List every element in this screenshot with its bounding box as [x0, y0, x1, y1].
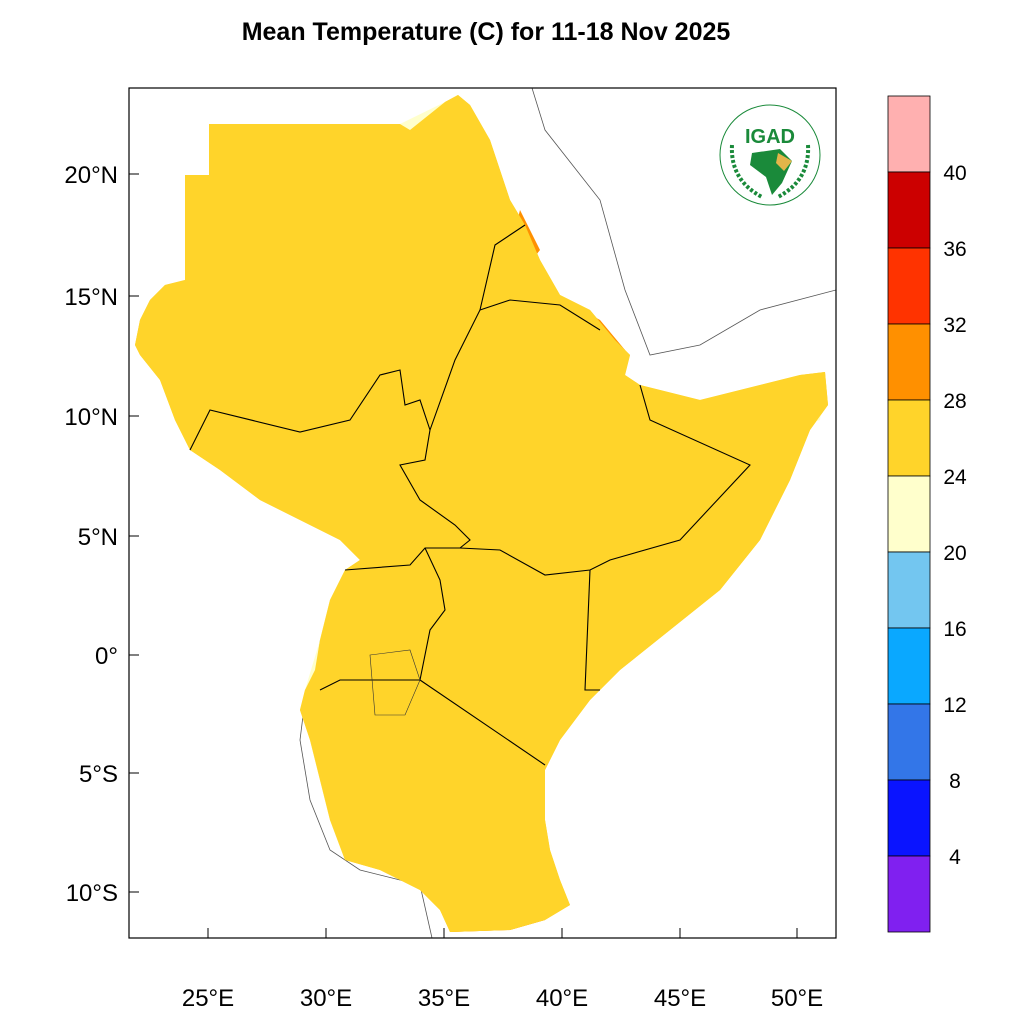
map-area	[134, 88, 836, 938]
country-borders	[134, 94, 829, 933]
colorbar-label: 16	[943, 618, 966, 641]
colorbar-label: 40	[943, 162, 966, 185]
colorbar-label: 28	[943, 390, 966, 413]
map-title: Mean Temperature (C) for 11-18 Nov 2025	[241, 18, 731, 46]
igad-logo: IGAD	[717, 102, 823, 208]
colorbar-label: 36	[943, 238, 966, 261]
map-frame	[128, 87, 837, 939]
lat-label: 5°N	[78, 524, 118, 551]
colorbar-swatch	[887, 779, 931, 857]
lat-label: 10°S	[66, 880, 118, 907]
colorbar-swatch	[887, 703, 931, 781]
lon-label: 35°E	[418, 985, 470, 1012]
colorbar-label: 32	[943, 314, 966, 337]
lat-label: 0°	[95, 643, 118, 670]
colorbar-labels: 40 36 32 28 24 20 16 12 8 4	[943, 162, 967, 869]
colorbar-swatch	[887, 855, 931, 933]
colorbar-label: 24	[943, 466, 967, 489]
colorbar-label: 8	[949, 770, 961, 793]
colorbar	[887, 95, 931, 933]
lon-label: 45°E	[654, 985, 706, 1012]
latitude-axis: 20°N 15°N 10°N 5°N 0° 5°S 10°S	[64, 162, 139, 907]
colorbar-swatch	[887, 95, 931, 173]
arabia-coastline	[531, 88, 836, 356]
lon-label: 40°E	[536, 985, 588, 1012]
colorbar-swatch	[887, 171, 931, 249]
colorbar-label: 12	[943, 694, 966, 717]
lon-label: 50°E	[771, 985, 823, 1012]
colorbar-swatch	[887, 323, 931, 401]
colorbar-swatch	[887, 627, 931, 705]
logo-text: IGAD	[745, 126, 795, 148]
longitude-axis: 25°E 30°E 35°E 40°E 45°E 50°E	[182, 928, 823, 1012]
colorbar-label: 4	[949, 846, 961, 869]
colorbar-swatch	[887, 551, 931, 629]
colorbar-swatch	[887, 247, 931, 325]
lat-label: 15°N	[64, 284, 118, 311]
lat-label: 20°N	[64, 162, 118, 189]
lat-label: 10°N	[64, 404, 118, 431]
lon-label: 25°E	[182, 985, 234, 1012]
colorbar-label: 20	[943, 542, 966, 565]
colorbar-swatch	[887, 475, 931, 553]
colorbar-swatch	[887, 399, 931, 477]
lon-label: 30°E	[300, 985, 352, 1012]
lat-label: 5°S	[79, 761, 118, 788]
